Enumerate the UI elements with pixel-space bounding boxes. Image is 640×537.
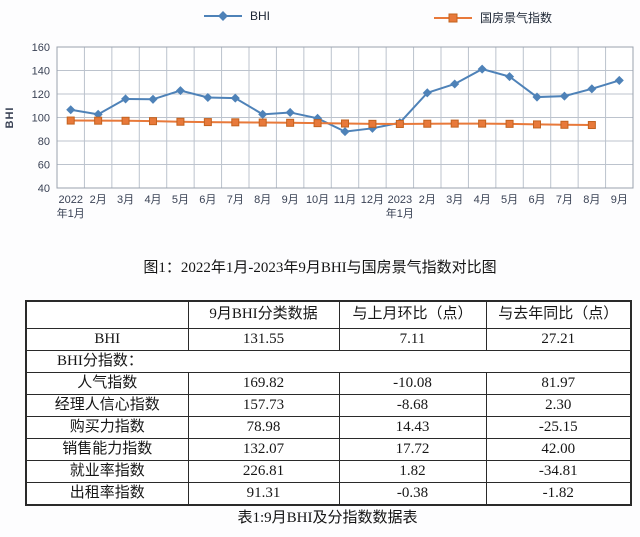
table-cell: 经理人信心指数 <box>25 394 189 417</box>
svg-text:3月: 3月 <box>446 194 463 206</box>
table-cell: -0.38 <box>338 482 487 506</box>
table-body: BHI 131.55 7.11 27.21 BHI分指数： 人气指数 169.82 -10.0… <box>25 328 632 506</box>
svg-text:4月: 4月 <box>474 194 491 206</box>
svg-text:8月: 8月 <box>254 194 271 206</box>
table-cell: 14.43 <box>338 416 487 439</box>
svg-text:BHI: BHI <box>4 107 16 129</box>
table-cell: -25.15 <box>485 416 632 439</box>
svg-text:年1月: 年1月 <box>386 206 414 220</box>
table-caption: 表1:9月BHI及分指数数据表 <box>237 510 418 526</box>
header-cell-sept-data: 9月BHI分类数据 <box>187 300 340 329</box>
svg-text:120: 120 <box>32 89 50 101</box>
table-cell: 131.55 <box>187 328 340 351</box>
table-row: BHI分指数： <box>25 350 632 373</box>
svg-text:2022: 2022 <box>58 194 82 206</box>
chart-legend: BHI 国房景气指数 <box>0 0 640 30</box>
table-cell: 81.97 <box>485 372 632 395</box>
svg-text:9月: 9月 <box>611 194 628 206</box>
table-cell: 2.30 <box>485 394 632 417</box>
table-cell: -34.81 <box>485 460 632 483</box>
nhpi-line-marker-icon <box>434 16 472 19</box>
table-cell: -8.68 <box>338 394 487 417</box>
svg-text:140: 140 <box>32 66 50 78</box>
table-row: 购买力指数 78.98 14.43 -25.15 <box>25 416 632 439</box>
svg-text:5月: 5月 <box>172 194 189 206</box>
svg-text:2月: 2月 <box>419 194 436 206</box>
svg-text:10月: 10月 <box>306 194 329 206</box>
svg-text:11月: 11月 <box>334 194 356 206</box>
table-row: 销售能力指数 132.07 17.72 42.00 <box>25 438 632 461</box>
legend-label-nhpi: 国房景气指数 <box>480 11 553 25</box>
table-row: BHI 131.55 7.11 27.21 <box>25 328 632 351</box>
svg-text:2月: 2月 <box>90 194 107 206</box>
table-cell: 销售能力指数 <box>25 438 189 461</box>
table-cell: 7.11 <box>338 328 487 351</box>
table-cell: -10.08 <box>338 372 487 395</box>
legend-item-nhpi: 国房景气指数 <box>434 9 552 26</box>
table-cell: 132.07 <box>187 438 340 461</box>
table-row: 人气指数 169.82 -10.08 81.97 <box>25 372 632 395</box>
table-cell: 出租率指数 <box>25 482 189 506</box>
svg-text:2023: 2023 <box>388 194 412 206</box>
svg-text:5月: 5月 <box>501 194 518 206</box>
svg-text:8月: 8月 <box>583 194 600 206</box>
table-cell: 42.00 <box>485 438 632 461</box>
table-cell: 1.82 <box>338 460 487 483</box>
table-cell: 17.72 <box>338 438 487 461</box>
svg-text:9月: 9月 <box>282 194 299 206</box>
table-cell: 157.73 <box>187 394 340 417</box>
table-cell: 91.31 <box>187 482 340 506</box>
svg-text:6月: 6月 <box>199 194 216 206</box>
table-cell: 226.81 <box>187 460 340 483</box>
svg-text:12月: 12月 <box>361 194 384 206</box>
svg-text:100: 100 <box>32 113 50 125</box>
table-row: 出租率指数 91.31 -0.38 -1.82 <box>25 482 632 506</box>
svg-text:7月: 7月 <box>556 194 573 206</box>
table-cell: 人气指数 <box>25 372 189 395</box>
header-cell-yoy: 与去年同比（点） <box>485 300 632 329</box>
table-cell: 就业率指数 <box>25 460 189 483</box>
table-header-row: 9月BHI分类数据 与上月环比（点） 与去年同比（点） <box>25 300 632 329</box>
bhi-data-table: 9月BHI分类数据 与上月环比（点） 与去年同比（点） BHI 131.55 7.1… <box>25 300 632 506</box>
table-cell: 169.82 <box>187 372 340 395</box>
svg-text:60: 60 <box>38 160 50 172</box>
table-row: 经理人信心指数 157.73 -8.68 2.30 <box>25 394 632 417</box>
table-row: 就业率指数 226.81 1.82 -34.81 <box>25 460 632 483</box>
figure-caption: 图1：2022年1月-2023年9月BHI与国房景气指数对比图 <box>143 260 497 276</box>
legend-item-bhi: BHI <box>204 9 270 23</box>
svg-text:3月: 3月 <box>117 194 134 206</box>
svg-text:40: 40 <box>38 183 50 195</box>
svg-text:160: 160 <box>32 42 50 54</box>
bhi-line-marker-icon <box>204 15 242 17</box>
svg-text:4月: 4月 <box>144 194 161 206</box>
header-cell-blank <box>25 300 189 329</box>
table-cell: -1.82 <box>485 482 632 506</box>
svg-text:80: 80 <box>38 136 50 148</box>
header-cell-mom: 与上月环比（点） <box>338 300 487 329</box>
table-cell: 78.98 <box>187 416 340 439</box>
svg-text:年1月: 年1月 <box>57 206 85 220</box>
svg-text:7月: 7月 <box>227 194 244 206</box>
table-cell: 购买力指数 <box>25 416 189 439</box>
svg-text:6月: 6月 <box>528 194 545 206</box>
table-cell: BHI分指数： <box>25 350 632 373</box>
legend-label-bhi: BHI <box>250 9 271 23</box>
table-cell: 27.21 <box>485 328 632 351</box>
table-cell: BHI <box>25 328 189 351</box>
